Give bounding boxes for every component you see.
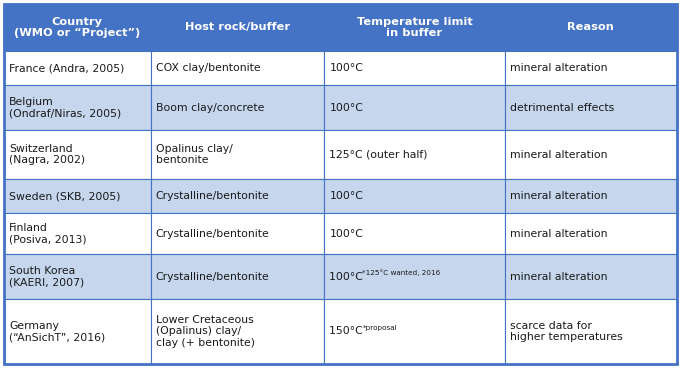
Text: Host rock/buffer: Host rock/buffer [185,22,290,32]
Text: *125°C wanted, 2016: *125°C wanted, 2016 [362,270,441,276]
Text: mineral alteration: mineral alteration [509,229,607,239]
Bar [151,299,324,364]
Bar [151,254,324,299]
Bar [4,85,151,130]
Text: detrimental effects: detrimental effects [509,103,614,113]
Bar [324,85,505,130]
Text: mineral alteration: mineral alteration [509,149,607,159]
Bar [151,4,324,51]
Bar [4,4,151,51]
Text: Opalinus clay/
bentonite: Opalinus clay/ bentonite [156,144,232,165]
Text: Belgium
(Ondraf/Niras, 2005): Belgium (Ondraf/Niras, 2005) [9,97,121,118]
Bar [151,130,324,179]
Bar [505,85,677,130]
Text: Crystalline/bentonite: Crystalline/bentonite [156,191,270,201]
Text: South Korea
(KAERI, 2007): South Korea (KAERI, 2007) [9,266,84,287]
Bar [505,254,677,299]
Text: Country
(WMO or “Project”): Country (WMO or “Project”) [14,17,140,38]
Bar [505,130,677,179]
Text: scarce data for
higher temperatures: scarce data for higher temperatures [509,321,622,342]
Bar [324,4,505,51]
Text: 100°C: 100°C [330,103,363,113]
Text: 100°C: 100°C [330,272,367,282]
Text: 125°C (outer half): 125°C (outer half) [330,149,428,159]
Bar [4,213,151,254]
Bar [151,179,324,213]
Bar [4,130,151,179]
Bar [151,213,324,254]
Bar [505,51,677,85]
Text: 100°C: 100°C [330,191,363,201]
Bar [505,213,677,254]
Text: Sweden (SKB, 2005): Sweden (SKB, 2005) [9,191,121,201]
Text: Switzerland
(Nagra, 2002): Switzerland (Nagra, 2002) [9,144,85,165]
Text: 150°C: 150°C [330,326,366,336]
Bar [324,299,505,364]
Text: *proposal: *proposal [362,325,397,331]
Bar [4,179,151,213]
Text: Germany
(“AnSichT”, 2016): Germany (“AnSichT”, 2016) [9,321,106,342]
Bar [324,130,505,179]
Text: COX clay/bentonite: COX clay/bentonite [156,63,260,73]
Text: Crystalline/bentonite: Crystalline/bentonite [156,272,270,282]
Text: Reason: Reason [567,22,614,32]
Bar [324,254,505,299]
Text: France (Andra, 2005): France (Andra, 2005) [9,63,125,73]
Text: Temperature limit
in buffer: Temperature limit in buffer [357,17,473,38]
Text: 100°C: 100°C [330,229,363,239]
Text: mineral alteration: mineral alteration [509,63,607,73]
Bar [505,179,677,213]
Text: 100°C: 100°C [330,63,363,73]
Bar [505,299,677,364]
Text: mineral alteration: mineral alteration [509,272,607,282]
Bar [151,85,324,130]
Text: mineral alteration: mineral alteration [509,191,607,201]
Text: Finland
(Posiva, 2013): Finland (Posiva, 2013) [9,223,86,245]
Bar [324,179,505,213]
Bar [151,51,324,85]
Bar [4,299,151,364]
Text: Lower Cretaceous
(Opalinus) clay/
clay (+ bentonite): Lower Cretaceous (Opalinus) clay/ clay (… [156,315,255,348]
Bar [324,51,505,85]
Bar [324,213,505,254]
Bar [4,51,151,85]
Text: Boom clay/concrete: Boom clay/concrete [156,103,264,113]
Bar [4,254,151,299]
Text: Crystalline/bentonite: Crystalline/bentonite [156,229,270,239]
Bar [505,4,677,51]
